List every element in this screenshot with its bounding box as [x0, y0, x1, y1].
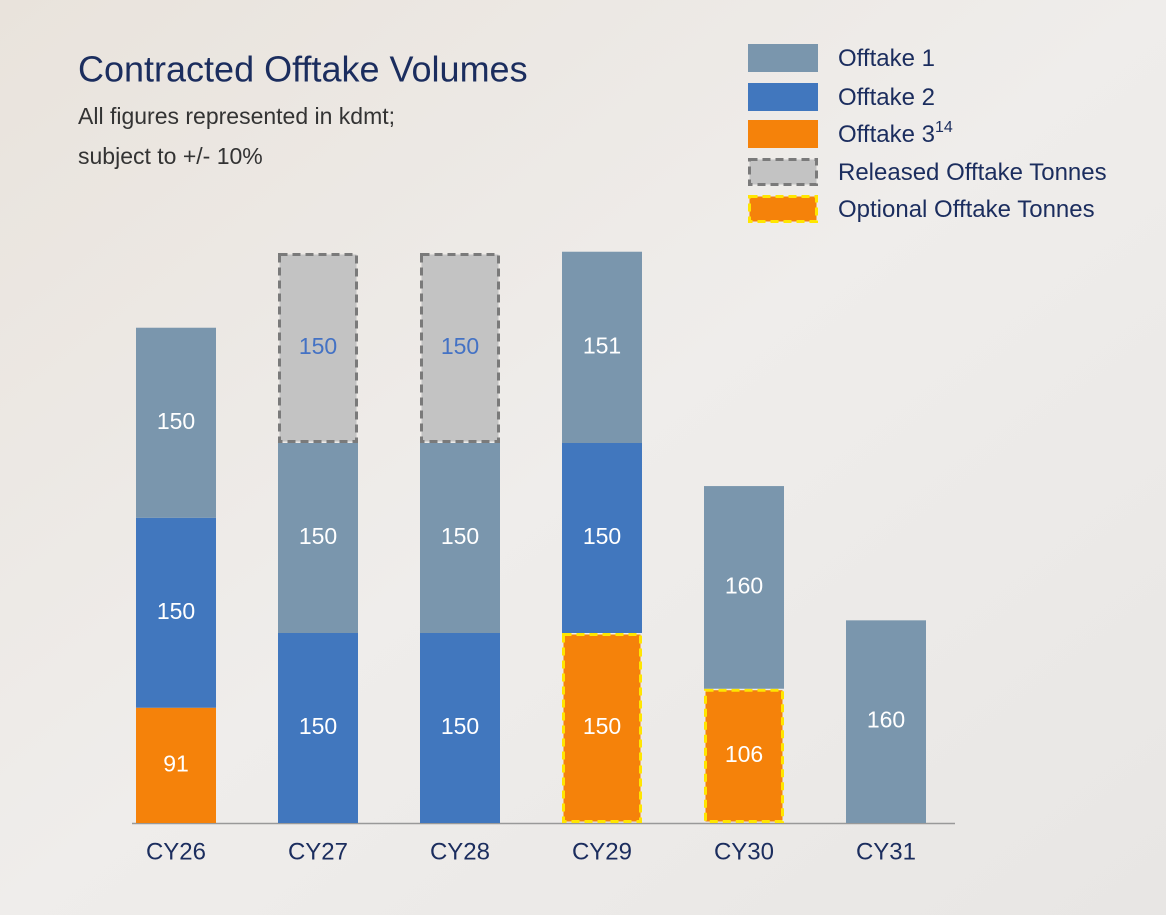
bar-segment	[136, 327, 216, 518]
bar-segment	[704, 688, 784, 823]
data-label: 160	[867, 707, 905, 733]
x-tick-label: CY31	[856, 838, 916, 865]
subtitle: All figures represented in kdmt;	[78, 103, 395, 129]
x-tick-label: CY27	[288, 838, 348, 865]
x-tick-label: CY26	[146, 838, 206, 865]
bar-segment	[278, 633, 358, 823]
bar-segment	[420, 253, 500, 443]
data-label: 150	[441, 333, 479, 359]
data-label: 150	[299, 333, 337, 359]
legend-text: Offtake 1	[838, 45, 935, 72]
data-label: 150	[441, 713, 479, 739]
bar-segment	[562, 633, 642, 823]
bar-segment	[136, 707, 216, 823]
bar-segment	[278, 443, 358, 633]
bar-segment	[136, 517, 216, 708]
legend-swatch	[748, 44, 818, 72]
bar-segment	[562, 443, 642, 633]
legend-label: Optional Offtake Tonnes	[838, 196, 1095, 223]
chart-title: Contracted Offtake Volumes	[78, 49, 528, 90]
data-label: 91	[163, 750, 189, 776]
data-label: 150	[441, 523, 479, 549]
legend-label: Offtake 314	[838, 119, 953, 148]
bar-segment	[420, 443, 500, 633]
legend-text: Released Offtake Tonnes	[838, 159, 1107, 186]
bar-segment	[704, 486, 784, 689]
data-label: 150	[299, 523, 337, 549]
data-label: 160	[725, 572, 763, 598]
legend-text: Optional Offtake Tonnes	[838, 196, 1095, 223]
bar-segment	[562, 251, 642, 443]
legend-swatch	[748, 195, 818, 223]
subtitle: subject to +/- 10%	[78, 143, 263, 169]
x-tick-label: CY28	[430, 838, 490, 865]
x-tick-label: CY29	[572, 838, 632, 865]
legend-label: Released Offtake Tonnes	[838, 159, 1107, 186]
data-label: 150	[583, 713, 621, 739]
bar-segment	[278, 253, 358, 443]
data-label: 150	[157, 408, 195, 434]
data-label: 151	[583, 332, 621, 358]
legend-swatch	[748, 120, 818, 148]
legend-text: Offtake 2	[838, 84, 935, 111]
legend-text: Offtake 3	[838, 121, 935, 148]
data-label: 106	[725, 741, 763, 767]
x-tick-label: CY30	[714, 838, 774, 865]
legend-swatch	[748, 83, 818, 111]
legend-superscript: 14	[935, 119, 953, 136]
legend-label: Offtake 1	[838, 45, 935, 72]
legend-swatch	[748, 158, 818, 186]
legend-label: Offtake 2	[838, 84, 935, 111]
data-label: 150	[157, 598, 195, 624]
bar-segment	[420, 633, 500, 823]
bar-segment	[846, 620, 926, 823]
data-label: 150	[299, 713, 337, 739]
data-label: 150	[583, 523, 621, 549]
